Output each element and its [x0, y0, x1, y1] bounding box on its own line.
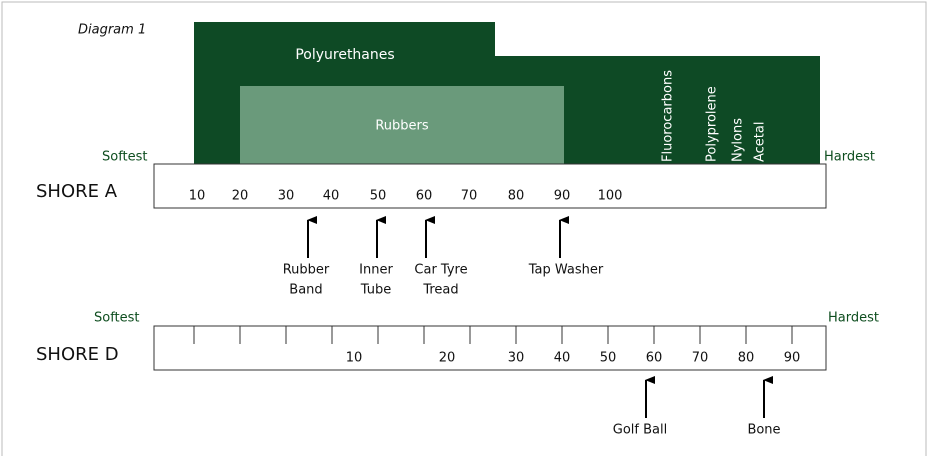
tick-label: 90: [784, 351, 801, 366]
tick-label: 20: [439, 351, 456, 366]
softest-label: Softest: [102, 150, 148, 165]
example-label: Tube: [360, 283, 391, 298]
example-label: Rubber: [283, 263, 330, 278]
scale-label: SHORE D: [36, 344, 119, 365]
example-label: Inner: [359, 263, 393, 278]
tick-label: 70: [461, 189, 478, 204]
region-label: Rubbers: [375, 119, 429, 134]
hardest-label: Hardest: [824, 150, 875, 165]
example-label: Tread: [422, 283, 458, 298]
material-label: Polyprolene: [705, 86, 720, 162]
tick-label: 30: [508, 351, 525, 366]
material-label: Acetal: [753, 122, 768, 163]
tick-label: 10: [189, 189, 206, 204]
region-label: Polyurethanes: [295, 47, 394, 63]
hardest-label: Hardest: [828, 311, 879, 326]
rubbers-region: [240, 86, 564, 164]
material-label: Fluorocarbons: [661, 70, 676, 162]
tick-label: 40: [554, 351, 571, 366]
example-label: Tap Washer: [528, 263, 604, 278]
tick-label: 80: [508, 189, 525, 204]
tick-label: 10: [346, 351, 363, 366]
example-label: Car Tyre: [414, 263, 467, 278]
material-label: Nylons: [731, 118, 746, 162]
example-label: Bone: [747, 423, 780, 438]
tick-label: 40: [323, 189, 340, 204]
tick-label: 50: [370, 189, 387, 204]
scale-label: SHORE A: [36, 181, 118, 202]
shore-d-scale: [153, 325, 827, 371]
tick-label: 80: [738, 351, 755, 366]
example-label: Band: [289, 283, 322, 298]
shore-a-scale: [153, 163, 827, 209]
diagram-title: Diagram 1: [78, 23, 146, 38]
softest-label: Softest: [94, 311, 140, 326]
example-label: Golf Ball: [613, 423, 667, 438]
tick-label: 30: [278, 189, 295, 204]
tick-label: 50: [600, 351, 617, 366]
tick-label: 20: [232, 189, 249, 204]
tick-label: 90: [554, 189, 571, 204]
tick-label: 60: [646, 351, 663, 366]
tick-label: 70: [692, 351, 709, 366]
tick-label: 60: [416, 189, 433, 204]
tick-label: 100: [598, 189, 623, 204]
